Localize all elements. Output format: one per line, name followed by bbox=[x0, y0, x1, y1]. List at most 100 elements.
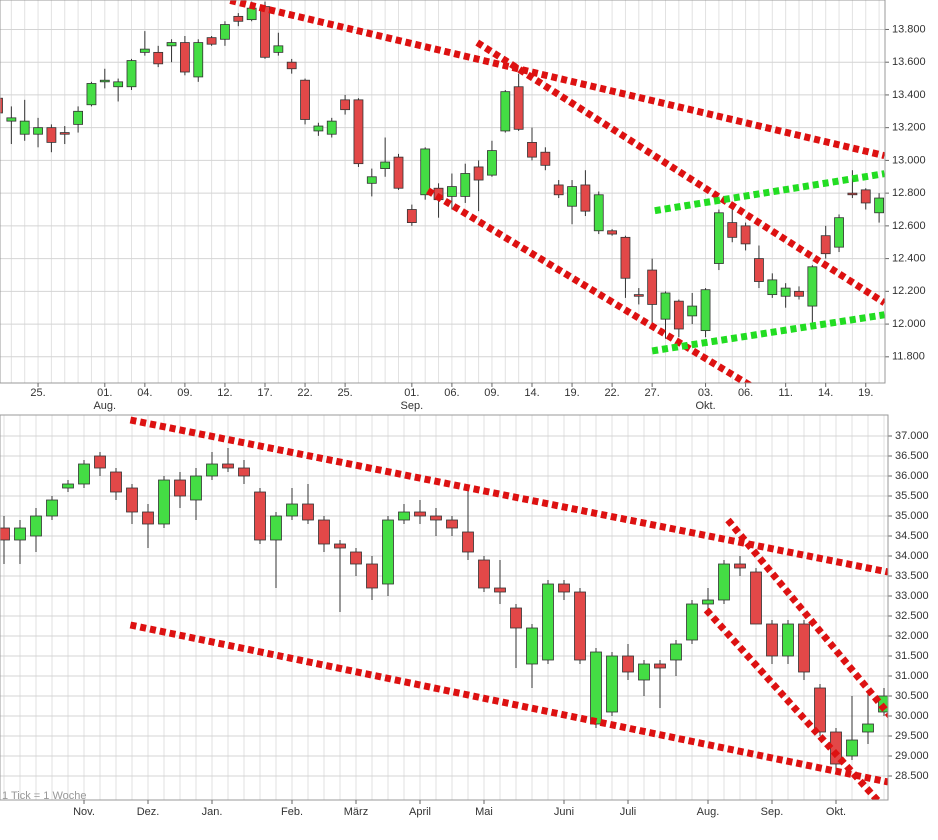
candle-body bbox=[86, 83, 97, 106]
y-tick-label: 34.000 bbox=[895, 550, 929, 562]
candle-body bbox=[393, 156, 404, 189]
candle-body bbox=[814, 687, 826, 733]
candle-body bbox=[174, 479, 186, 497]
x-tick-label: 11. bbox=[778, 387, 792, 399]
candle-body bbox=[246, 7, 257, 21]
candle-body bbox=[153, 51, 164, 65]
x-month-label: Okt. bbox=[695, 400, 715, 412]
y-tick-label: 36.000 bbox=[895, 470, 929, 482]
candle-body bbox=[126, 60, 137, 88]
candle-body bbox=[19, 120, 30, 135]
candle-body bbox=[807, 266, 818, 307]
candle-body bbox=[654, 663, 666, 669]
candle-body bbox=[860, 189, 871, 204]
candle-body bbox=[139, 48, 150, 53]
candle-body bbox=[254, 491, 266, 541]
candle-body bbox=[834, 217, 844, 248]
x-month-label: Sep. bbox=[401, 400, 424, 412]
candle-body bbox=[300, 79, 310, 120]
candle-body bbox=[700, 289, 711, 332]
candle-body bbox=[593, 194, 604, 232]
y-tick-label: 33.500 bbox=[895, 570, 929, 582]
x-tick-label: Sep. bbox=[761, 806, 784, 818]
candle-body bbox=[99, 79, 110, 83]
trend-line bbox=[725, 517, 888, 719]
candle-body bbox=[606, 655, 618, 713]
trend-line bbox=[654, 170, 885, 215]
y-tick-label: 32.500 bbox=[895, 610, 929, 622]
candle-body bbox=[350, 551, 362, 565]
y-tick-label: 29.500 bbox=[895, 730, 929, 742]
candle-body bbox=[313, 125, 324, 132]
candle-body bbox=[366, 563, 378, 589]
candle-body bbox=[622, 655, 634, 673]
trend-line bbox=[129, 416, 888, 576]
x-tick-label: 25. bbox=[30, 387, 45, 399]
candle-body bbox=[94, 455, 106, 469]
candle-body bbox=[78, 463, 90, 485]
y-tick-label: 13.200 bbox=[892, 122, 926, 134]
y-tick-label: 13.600 bbox=[892, 56, 926, 68]
candle-body bbox=[686, 603, 698, 641]
x-tick-label: Dez. bbox=[137, 806, 160, 818]
x-tick-label: 27. bbox=[645, 387, 660, 399]
x-tick-label: Aug. bbox=[697, 806, 720, 818]
candle-body bbox=[513, 86, 524, 130]
y-tick-label: 13.800 bbox=[892, 23, 926, 35]
candle-body bbox=[270, 515, 282, 541]
candle-body bbox=[718, 563, 730, 601]
y-tick-label: 11.800 bbox=[892, 351, 925, 363]
y-tick-label: 30.500 bbox=[895, 690, 929, 702]
candle-body bbox=[430, 515, 442, 521]
x-tick-label: 03. bbox=[698, 387, 713, 399]
candle-body bbox=[286, 503, 298, 517]
y-tick-label: 28.500 bbox=[895, 770, 929, 782]
candle-body bbox=[446, 186, 457, 197]
candle-body bbox=[334, 543, 346, 549]
candle-body bbox=[30, 515, 42, 537]
x-tick-label: 14. bbox=[524, 387, 539, 399]
trend-line bbox=[426, 187, 753, 383]
candle-body bbox=[558, 583, 570, 593]
candle-body bbox=[233, 15, 244, 22]
y-tick-label: 12.800 bbox=[892, 187, 926, 199]
candle-body bbox=[73, 110, 83, 125]
x-tick-label: 06. bbox=[738, 387, 753, 399]
y-tick-label: 29.000 bbox=[895, 750, 929, 762]
y-tick-label: 35.500 bbox=[895, 490, 929, 502]
trend-line bbox=[229, 0, 885, 160]
x-tick-label: 22. bbox=[604, 387, 619, 399]
candle-body bbox=[740, 225, 751, 245]
y-tick-label: 33.000 bbox=[895, 590, 929, 602]
candle-body bbox=[6, 117, 17, 122]
candle-body bbox=[142, 511, 154, 525]
candle-body bbox=[540, 151, 551, 166]
y-tick-label: 12.000 bbox=[892, 318, 926, 330]
x-tick-label: 17. bbox=[257, 387, 272, 399]
x-tick-label: Mai bbox=[475, 806, 493, 818]
candle-body bbox=[33, 127, 43, 135]
candle-body bbox=[273, 45, 284, 53]
candle-body bbox=[460, 173, 471, 197]
candle-body bbox=[670, 643, 682, 661]
note: 1 Tick = 1 Woche bbox=[2, 790, 86, 802]
candle-body bbox=[500, 91, 511, 132]
candle-body bbox=[510, 607, 522, 629]
candle-body bbox=[190, 475, 202, 501]
y-tick-label: 34.500 bbox=[895, 530, 929, 542]
x-tick-label: Juni bbox=[554, 806, 574, 818]
candle-body bbox=[318, 519, 330, 545]
candle-body bbox=[766, 623, 778, 657]
candle-body bbox=[286, 61, 297, 70]
candle-body bbox=[206, 37, 217, 45]
candle-body bbox=[567, 186, 577, 207]
candle-body bbox=[847, 192, 858, 196]
candle-body bbox=[238, 467, 250, 477]
candle-body bbox=[0, 97, 3, 114]
candle-body bbox=[734, 563, 746, 569]
y-tick-label: 31.000 bbox=[895, 670, 929, 682]
candle-body bbox=[220, 24, 230, 40]
candle-body bbox=[702, 599, 714, 605]
y-tick-label: 37.000 bbox=[895, 430, 929, 442]
